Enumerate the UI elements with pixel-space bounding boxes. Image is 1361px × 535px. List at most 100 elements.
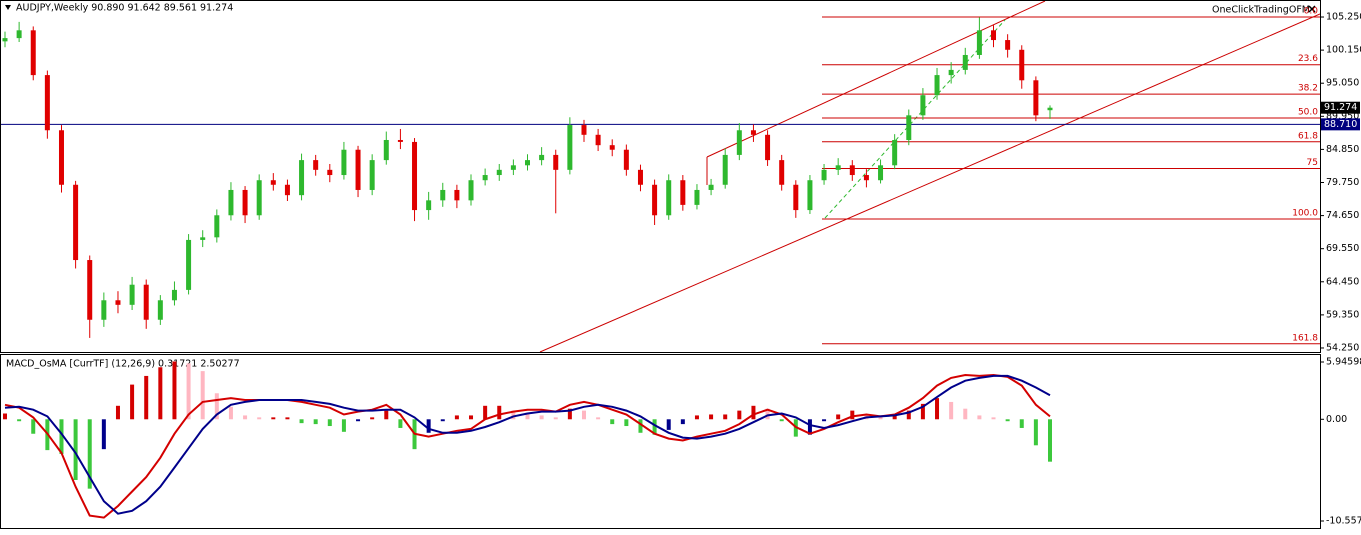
histogram-bar bbox=[186, 363, 191, 420]
histogram-bar bbox=[17, 419, 22, 422]
fib-label: 0.0 bbox=[1304, 7, 1319, 17]
histogram-bar bbox=[299, 419, 304, 424]
candle-body bbox=[892, 139, 898, 166]
histogram-bar bbox=[963, 408, 968, 420]
price-tag-label: 88.710 bbox=[1324, 119, 1357, 130]
histogram-bar bbox=[101, 419, 106, 450]
candle-body bbox=[652, 184, 658, 216]
plot-group bbox=[3, 361, 1052, 519]
histogram-bar bbox=[525, 412, 530, 420]
candle-body bbox=[2, 38, 8, 42]
candle-body bbox=[468, 180, 474, 201]
candle-body bbox=[539, 154, 545, 161]
candle-body bbox=[115, 300, 121, 305]
histogram-bar bbox=[469, 415, 474, 420]
fib-label: 50.0 bbox=[1298, 107, 1318, 117]
candle-body bbox=[595, 134, 601, 146]
candle-body bbox=[87, 260, 93, 320]
candle-body bbox=[242, 189, 248, 216]
y-tick-label: 89.950 bbox=[1326, 111, 1359, 122]
histogram-bar bbox=[285, 417, 290, 420]
candle-body bbox=[581, 125, 587, 135]
candle-body bbox=[849, 165, 855, 176]
histogram-bar bbox=[243, 415, 248, 420]
y-tick-label: 95.050 bbox=[1326, 78, 1359, 89]
candle-body bbox=[327, 169, 333, 176]
y-tick-label: -10.5570 bbox=[1326, 516, 1361, 527]
histogram-bar bbox=[59, 419, 64, 454]
y-tick-label: 84.850 bbox=[1326, 144, 1359, 155]
candle-body bbox=[496, 169, 502, 176]
candle-body bbox=[807, 180, 813, 211]
menu-arrow[interactable] bbox=[5, 5, 11, 10]
candle-body bbox=[623, 149, 629, 170]
candle-body bbox=[313, 160, 319, 170]
macd-line bbox=[4, 374, 1051, 515]
histogram-bar bbox=[892, 415, 897, 420]
histogram-bar bbox=[511, 410, 516, 420]
candle-body bbox=[991, 30, 997, 41]
candle-body bbox=[355, 149, 361, 190]
fib-label: 38.2 bbox=[1298, 84, 1318, 94]
histogram-bar bbox=[115, 405, 120, 420]
histogram-bar bbox=[1005, 419, 1010, 422]
histogram-bar bbox=[1033, 419, 1038, 446]
histogram-bar bbox=[977, 415, 982, 420]
histogram-bar bbox=[130, 384, 135, 420]
histogram-bar bbox=[878, 417, 883, 420]
candle-body bbox=[383, 139, 389, 161]
histogram-bar bbox=[1019, 419, 1024, 428]
candle-body bbox=[171, 289, 177, 301]
candle-body bbox=[920, 95, 926, 116]
histogram-bar bbox=[497, 405, 502, 420]
candle-body bbox=[510, 165, 516, 170]
histogram-bar bbox=[3, 413, 7, 420]
candle-body bbox=[680, 180, 686, 205]
y-tick-label: 5.94598 bbox=[1326, 357, 1361, 368]
histogram-bar bbox=[596, 417, 601, 420]
histogram-bar bbox=[454, 415, 459, 420]
y-tick-label: 0.00 bbox=[1326, 414, 1347, 425]
fib-trend-line bbox=[824, 19, 1006, 219]
histogram-bar bbox=[327, 419, 332, 427]
candle-body bbox=[1005, 40, 1011, 50]
candle-body bbox=[16, 30, 22, 39]
candle-body bbox=[284, 184, 290, 196]
macd-title: MACD_OsMA [CurrTF] (12,26,9) 0.31721 2.5… bbox=[6, 359, 240, 370]
histogram-bar bbox=[991, 417, 996, 420]
histogram-bar bbox=[398, 419, 403, 428]
histogram-bar bbox=[765, 408, 770, 420]
candle-body bbox=[609, 145, 615, 150]
macd-pane bbox=[0, 354, 1321, 529]
candle-body bbox=[765, 134, 771, 161]
y-tick-label: 74.650 bbox=[1326, 210, 1359, 221]
y-tick-label: 59.350 bbox=[1326, 309, 1359, 320]
histogram-bar bbox=[723, 414, 728, 420]
histogram-bar bbox=[610, 419, 615, 425]
candle-body bbox=[708, 184, 714, 190]
close-icon[interactable] bbox=[1308, 5, 1316, 13]
plot-group bbox=[1, 16, 1320, 345]
candle-body bbox=[722, 154, 728, 185]
fib-label: 75 bbox=[1307, 158, 1318, 168]
histogram-bar bbox=[836, 414, 841, 420]
histogram-bar bbox=[709, 414, 714, 420]
candle-body bbox=[637, 169, 643, 185]
histogram-bar bbox=[384, 410, 389, 420]
candle-body bbox=[143, 284, 149, 320]
histogram-bar bbox=[370, 417, 375, 420]
price-tag bbox=[1321, 101, 1360, 114]
candle-body bbox=[1047, 107, 1053, 111]
candle-body bbox=[186, 239, 192, 290]
candle-body bbox=[482, 175, 488, 181]
candle-body bbox=[553, 154, 559, 170]
candle-body bbox=[835, 165, 841, 170]
channel-lower bbox=[539, 13, 1320, 352]
candle-body bbox=[157, 300, 163, 320]
histogram-bar bbox=[694, 415, 699, 420]
histogram-bar bbox=[638, 419, 643, 433]
histogram-bar bbox=[949, 401, 954, 420]
histogram-bar bbox=[539, 415, 544, 420]
histogram-bar bbox=[144, 375, 149, 420]
